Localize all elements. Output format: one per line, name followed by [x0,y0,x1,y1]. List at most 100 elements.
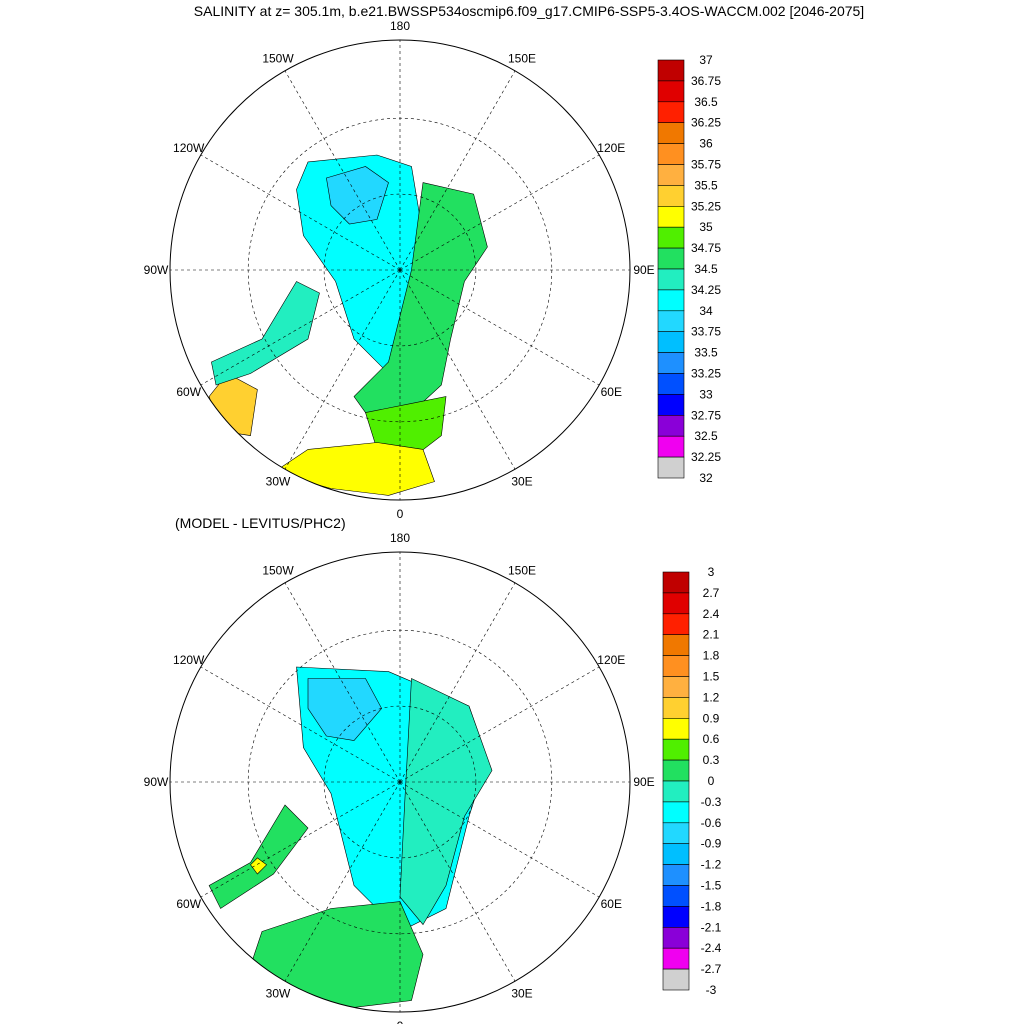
meridian-line [399,70,516,271]
polar-map-panel: 180 150E 120E 90E 60E 30E 0 30W 60W 90W 120W 150W 37… [144,19,722,521]
colorbar-tick-label: -0.9 [701,837,722,851]
colorbar-swatch [662,801,690,824]
colorbar-tick-label: 1.8 [703,649,720,663]
salinity-field [208,154,488,496]
colorbar-swatch [662,864,690,886]
colorbar-tick-label: 34.25 [691,283,721,297]
meridian-line [200,781,401,898]
colorbar-tick-label: 37 [699,53,713,67]
longitude-label: 30E [511,986,532,1000]
salinity-field [208,666,493,1008]
colorbar-tick-label: 34.75 [691,241,721,255]
colorbar-swatch [662,926,690,949]
longitude-label: 60E [601,897,622,911]
longitude-label: 90W [144,263,169,277]
colorbar-swatch [657,143,685,165]
meridian-line [399,269,516,470]
colorbar-swatch [657,310,685,332]
colorbar-tick-label: 36.75 [691,74,721,88]
meridian-line [200,154,401,271]
colorbar-tick-label: -3 [706,983,717,997]
longitude-label: 150E [508,52,536,66]
longitude-label: 60W [176,385,201,399]
meridian-line [284,781,401,982]
colorbar-swatch [657,101,685,124]
colorbar-tick-label: 3 [708,565,715,579]
colorbar-tick-label: 33.5 [694,346,718,360]
colorbar-tick-label: 2.1 [703,628,720,642]
longitude-label: 30W [266,474,291,488]
colorbar-swatch [657,247,685,270]
colorbar-swatch [657,373,685,395]
meridian-line [200,269,401,386]
colorbar-swatch [657,414,685,437]
latitude-circle [323,193,477,347]
colorbar-swatch [662,738,690,761]
meridian-line [399,781,600,898]
longitude-label: 90E [633,263,654,277]
colorbar-swatch [662,613,690,635]
longitude-label: 0 [397,1019,404,1024]
filled-contour-region [399,678,493,926]
colorbar-swatch [657,59,685,82]
figure-title: SALINITY at z= 305.1m, b.e21.BWSSP534osc… [194,3,864,19]
colorbar-tick-label: -1.8 [701,899,722,913]
colorbar-tick-label: 1.2 [703,690,720,704]
meridian-line [200,666,401,783]
polar-map-panel: 180 150E 120E 90E 60E 30E 0 30W 60W 90W 120W 150W 3 2… [144,531,722,1024]
colorbar-tick-label: 36.25 [691,116,721,130]
colorbar-tick-label: 33.25 [691,367,721,381]
longitude-label: 150W [262,52,294,66]
filled-contour-region [211,281,320,386]
colorbar-tick-label: 0.9 [703,711,720,725]
colorbar-tick-label: -2.1 [701,920,722,934]
colorbar-tick-label: 0.3 [703,753,720,767]
meridian-line [399,154,600,271]
longitude-label: 30W [266,986,291,1000]
colorbar-swatch [662,717,690,740]
colorbar-swatch [662,822,690,844]
colorbar-tick-label: 0 [708,774,715,788]
colorbar-swatch [662,968,690,991]
colorbar-swatch [657,394,685,416]
colorbar-tick-label: 32.25 [691,450,721,464]
filled-contour-region [307,678,382,741]
colorbar-swatch [657,331,685,353]
colorbar-tick-label: 34.5 [694,262,718,276]
colorbar-swatch [657,352,685,374]
colorbar-tick-label: 33 [699,387,713,401]
meridian-line [399,781,516,982]
colorbar-tick-label: 32 [699,471,713,485]
colorbar-swatch [662,947,690,970]
longitude-label: 0 [397,507,404,521]
longitude-label: 90E [633,775,654,789]
colorbar-swatch [662,843,690,865]
colorbar-swatch [662,592,690,615]
colorbar-swatch [662,697,690,719]
colorbar-swatch [657,289,685,312]
colorbar-tick-label: 35.25 [691,199,721,213]
colorbar-tick-label: -2.4 [701,941,722,955]
meridian-line [399,666,600,783]
longitude-label: 30E [511,474,532,488]
colorbar-tick-label: 33.75 [691,325,721,339]
colorbar-tick-label: 35.75 [691,158,721,172]
colorbar-swatch [662,634,690,656]
filled-contour-region [250,857,268,875]
colorbar-tick-label: 1.5 [703,670,720,684]
colorbar-swatch [662,676,690,698]
map-boundary [169,551,631,1013]
colorbar-swatch [657,164,685,186]
longitude-label: 180 [390,19,410,33]
colorbar-tick-label: -1.5 [701,879,722,893]
longitude-label: 90W [144,775,169,789]
colorbar: 3 2.7 2.4 2.1 1.8 1.5 1.2 0.9 0.6 0.3 0 -0.3 -0.6 -0.… [662,565,722,997]
colorbar-swatch [662,885,690,907]
meridian-line [284,582,401,783]
colorbar-swatch [657,268,685,291]
colorbar-tick-label: 2.7 [703,586,720,600]
filled-contour-region [208,804,309,909]
colorbar-tick-label: -2.7 [701,962,722,976]
longitude-label: 120W [173,141,205,155]
